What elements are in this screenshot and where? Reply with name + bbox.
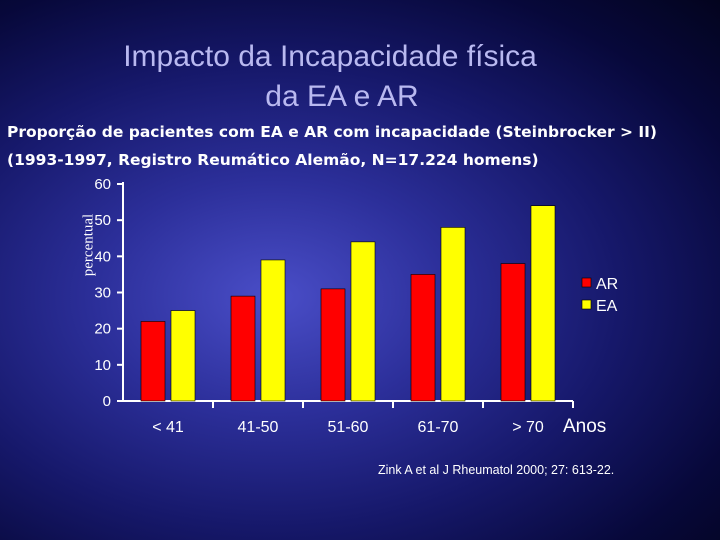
y-tick-label: 0 [103,393,111,410]
x-axis-title: Anos [563,416,606,437]
bar-ar-0 [140,321,166,402]
x-tick-label: 61-70 [418,419,459,436]
bar-ar-4 [500,263,526,402]
x-tick-label: 41-50 [238,419,279,436]
y-tick-label: 50 [94,212,111,229]
legend-label-ea: EA [596,298,618,315]
y-tick-label: 30 [94,285,111,302]
bar-ar-3 [410,274,436,402]
bar-ar-1 [230,295,256,402]
y-tick-label: 10 [94,357,111,374]
citation: Zink A et al J Rheumatol 2000; 27: 613-2… [378,463,615,477]
y-tick-label: 20 [94,321,111,338]
x-tick-label: < 41 [152,419,184,436]
bar-ea-0 [170,310,196,402]
legend-swatch-ar [581,277,592,288]
subtitle-line-2: (1993-1997, Registro Reumático Alemão, N… [7,151,539,169]
legend-label-ar: AR [596,276,618,293]
bar-ea-2 [350,241,376,402]
slide-title-line-2: da EA e AR [265,80,419,113]
bar-ea-3 [440,227,466,402]
slide-title-line-1: Impacto da Incapacidade física [123,40,537,73]
legend-swatch-ea [581,299,592,310]
subtitle-line-1: Proporção de pacientes com EA e AR com i… [7,123,658,141]
x-tick-label: 51-60 [328,419,369,436]
y-tick-label: 60 [94,176,111,193]
bar-ea-4 [530,205,556,402]
y-tick-label: 40 [94,248,111,265]
bar-ea-1 [260,259,286,402]
bar-ar-2 [320,288,346,402]
x-tick-label: > 70 [512,419,544,436]
